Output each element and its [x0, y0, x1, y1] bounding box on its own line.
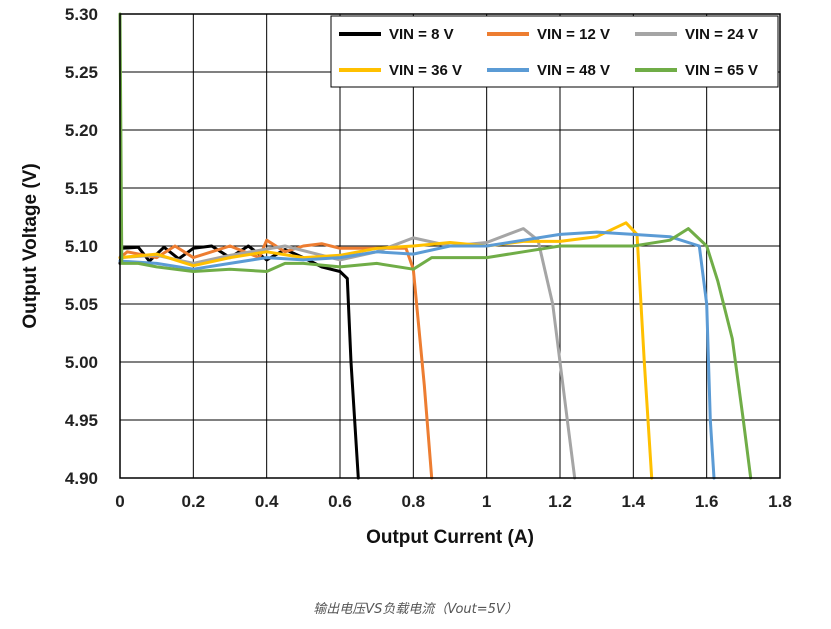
x-tick-label: 0.2	[182, 492, 206, 511]
legend-label: VIN = 36 V	[389, 62, 462, 79]
legend: VIN = 8 V VIN = 12 V VIN = 24 V VIN = 36 V V…	[330, 15, 779, 88]
series-line-vin-8-v	[118, 244, 360, 480]
x-tick-label: 1.2	[548, 492, 572, 511]
y-tick-label: 5.15	[65, 179, 98, 198]
x-tick-label: 0.8	[402, 492, 426, 511]
y-tick-label: 4.95	[65, 411, 98, 430]
series-line-vin-65-v	[118, 12, 753, 480]
y-tick-label: 5.25	[65, 63, 98, 82]
x-tick-label: 0.6	[328, 492, 352, 511]
x-tick-label: 1.6	[695, 492, 719, 511]
series-line-vin-36-v	[118, 221, 654, 480]
y-tick-label: 5.05	[65, 295, 98, 314]
legend-label: VIN = 8 V	[389, 26, 454, 43]
x-tick-label: 0	[115, 492, 124, 511]
x-tick-label: 1	[482, 492, 491, 511]
series-line-vin-24-v	[118, 227, 577, 480]
chart: 0 0.2 0.4 0.6 0.8 1 1.2 1.4 1.6 1.8 4.90 4.95 5.00 5…	[20, 5, 792, 548]
y-tick-label: 5.30	[65, 5, 98, 24]
x-tick-label: 1.8	[768, 492, 792, 511]
x-tick-label: 0.4	[255, 492, 279, 511]
x-tick-label: 1.4	[622, 492, 646, 511]
legend-label: VIN = 65 V	[685, 62, 758, 79]
legend-label: VIN = 48 V	[537, 62, 610, 79]
x-tick-labels: 0 0.2 0.4 0.6 0.8 1 1.2 1.4 1.6 1.8	[115, 492, 792, 511]
y-tick-label: 4.90	[65, 469, 98, 488]
y-tick-label: 5.10	[65, 237, 98, 256]
legend-label: VIN = 12 V	[537, 26, 610, 43]
legend-label: VIN = 24 V	[685, 26, 758, 43]
y-tick-label: 5.20	[65, 121, 98, 140]
legend-box	[330, 15, 779, 88]
plot-border	[119, 13, 781, 479]
y-tick-label: 5.00	[65, 353, 98, 372]
series-lines	[118, 12, 753, 480]
x-axis-title: Output Current (A)	[366, 527, 534, 548]
y-tick-labels: 4.90 4.95 5.00 5.05 5.10 5.15 5.20 5.25 5.30	[65, 5, 98, 488]
figure-caption: 输出电压VS负载电流（Vout=5V）	[313, 602, 518, 617]
series-line-vin-48-v	[118, 230, 716, 480]
y-axis-title: Output Voltage (V)	[20, 163, 41, 328]
